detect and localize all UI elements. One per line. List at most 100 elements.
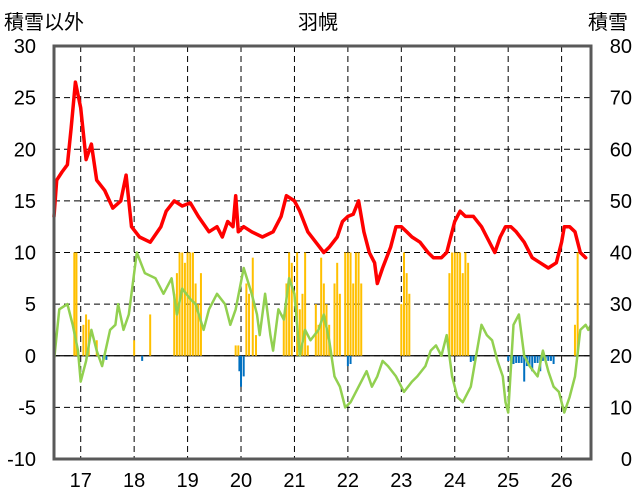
orange-bar: [400, 304, 403, 356]
blue-bar: [517, 355, 520, 363]
blue-bar: [346, 355, 349, 367]
chart-title: 羽幌: [298, 12, 338, 34]
blue-bar: [240, 355, 243, 387]
right-tick-label: 60: [610, 139, 632, 161]
orange-bar: [304, 252, 307, 356]
orange-bar: [451, 252, 454, 356]
orange-bar: [82, 324, 85, 356]
orange-bar: [245, 283, 248, 356]
red-series-line: [52, 80, 588, 286]
orange-bar: [357, 252, 360, 356]
orange-bar: [405, 273, 408, 356]
orange-bar: [448, 273, 451, 356]
blue-bar: [520, 355, 523, 363]
x-tick-label: 21: [283, 470, 305, 492]
orange-bar: [149, 314, 152, 356]
blue-bar: [547, 355, 550, 361]
orange-bar: [87, 319, 90, 356]
blue-bar: [141, 355, 144, 361]
orange-bar: [199, 273, 202, 356]
orange-bar: [288, 252, 291, 356]
orange-bar: [285, 283, 288, 356]
blue-bar: [238, 355, 241, 372]
orange-bar: [456, 252, 459, 356]
orange-bar: [576, 252, 579, 356]
orange-bar: [194, 283, 197, 356]
orange-bar: [467, 262, 470, 356]
orange-bar: [459, 252, 462, 356]
left-tick-label: -10: [7, 449, 36, 471]
x-tick-label: 19: [176, 470, 198, 492]
left-tick-label: 15: [14, 191, 36, 213]
orange-bar: [402, 252, 405, 356]
right-axis-title: 積雪: [588, 12, 628, 34]
right-tick-label: 10: [610, 397, 632, 419]
orange-bar: [248, 293, 251, 356]
orange-bar: [333, 283, 336, 356]
x-tick-label: 23: [390, 470, 412, 492]
orange-bar: [181, 252, 184, 356]
orange-bar: [306, 345, 309, 356]
orange-bar: [349, 252, 352, 356]
orange-bar: [573, 324, 576, 356]
orange-bar: [453, 252, 456, 356]
orange-bar: [360, 283, 363, 356]
orange-bar: [197, 304, 200, 356]
right-tick-label: 50: [610, 191, 632, 213]
orange-bar: [344, 252, 347, 356]
blue-bar: [528, 355, 531, 367]
orange-bar: [346, 252, 349, 356]
plot-frame: [52, 44, 593, 461]
x-tick-label: 22: [337, 470, 359, 492]
orange-bar: [251, 257, 254, 356]
blue-bar: [549, 355, 552, 361]
left-tick-label: -5: [18, 397, 36, 419]
blue-bar: [523, 355, 526, 382]
right-tick-label: 30: [610, 294, 632, 316]
orange-bar: [352, 283, 355, 356]
orange-bar: [75, 252, 78, 356]
blue-bar: [105, 355, 108, 360]
orange-bar: [133, 340, 136, 356]
blue-bar: [512, 355, 515, 365]
orange-bar: [314, 304, 317, 356]
orange-bar: [73, 252, 76, 356]
green-series-line: [52, 251, 593, 414]
x-tick-label: 25: [497, 470, 519, 492]
grid-layer: [54, 46, 591, 459]
blue-bar: [515, 355, 518, 363]
orange-bar: [354, 252, 357, 356]
right-tick-label: 0: [621, 449, 632, 471]
left-tick-label: 5: [25, 294, 36, 316]
orange-bar: [186, 252, 189, 356]
x-tick-label: 17: [70, 470, 92, 492]
orange-bar: [183, 262, 186, 356]
orange-bar: [254, 335, 257, 356]
x-tick-label: 26: [550, 470, 572, 492]
blue-bar: [472, 355, 475, 361]
orange-bar: [282, 314, 285, 356]
left-tick-label: 25: [14, 88, 36, 110]
right-tick-label: 70: [610, 88, 632, 110]
orange-bar: [290, 262, 293, 356]
left-tick-label: 30: [14, 36, 36, 58]
x-tick-label: 20: [230, 470, 252, 492]
orange-bar: [237, 345, 240, 356]
blue-bar: [507, 355, 510, 361]
orange-bar: [464, 252, 467, 356]
orange-bar: [320, 257, 323, 356]
x-tick-label: 24: [444, 470, 466, 492]
orange-bar: [298, 309, 301, 356]
orange-bar: [173, 293, 176, 356]
left-tick-label: 10: [14, 243, 36, 265]
orange-bar: [191, 252, 194, 356]
orange-bar: [296, 252, 299, 356]
blue-bar: [531, 355, 534, 372]
orange-bar: [189, 252, 192, 356]
blue-bar: [469, 355, 472, 362]
left-tick-label: 20: [14, 139, 36, 161]
orange-bar: [301, 293, 304, 356]
blue-bar: [533, 355, 536, 363]
left-tick-label: 0: [25, 346, 36, 368]
